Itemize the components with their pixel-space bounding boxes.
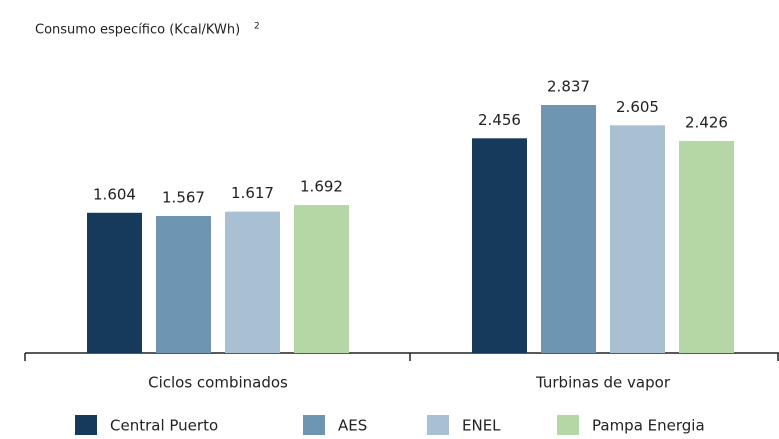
bar — [87, 212, 142, 353]
legend-label: Central Puerto — [110, 417, 218, 435]
bar — [679, 140, 734, 353]
bar — [541, 105, 596, 353]
value-label: 2.426 — [685, 113, 728, 131]
bar — [472, 138, 527, 353]
legend-label: Pampa Energia — [592, 417, 705, 435]
title-note: 2 — [254, 22, 260, 32]
value-label: 1.692 — [300, 178, 343, 196]
bar — [156, 216, 211, 353]
value-label: 1.604 — [93, 185, 136, 203]
legend-swatch — [427, 415, 449, 435]
legend-swatch — [557, 415, 579, 435]
legend-label: ENEL — [462, 417, 501, 435]
bar — [225, 211, 280, 353]
legend-label: AES — [338, 417, 367, 435]
bar — [610, 125, 665, 353]
x-tick-label: Turbinas de vapor — [535, 374, 671, 392]
value-label: 2.837 — [547, 78, 590, 96]
chart-title: Consumo específico (Kcal/KWh) — [35, 23, 240, 38]
value-label: 1.567 — [162, 189, 205, 207]
value-label: 1.617 — [231, 184, 274, 202]
value-label: 2.456 — [478, 111, 521, 129]
value-label: 2.605 — [616, 98, 659, 116]
bar — [294, 205, 349, 353]
legend-swatch — [303, 415, 325, 435]
legend-swatch — [75, 415, 97, 435]
x-tick-label: Ciclos combinados — [148, 374, 288, 392]
